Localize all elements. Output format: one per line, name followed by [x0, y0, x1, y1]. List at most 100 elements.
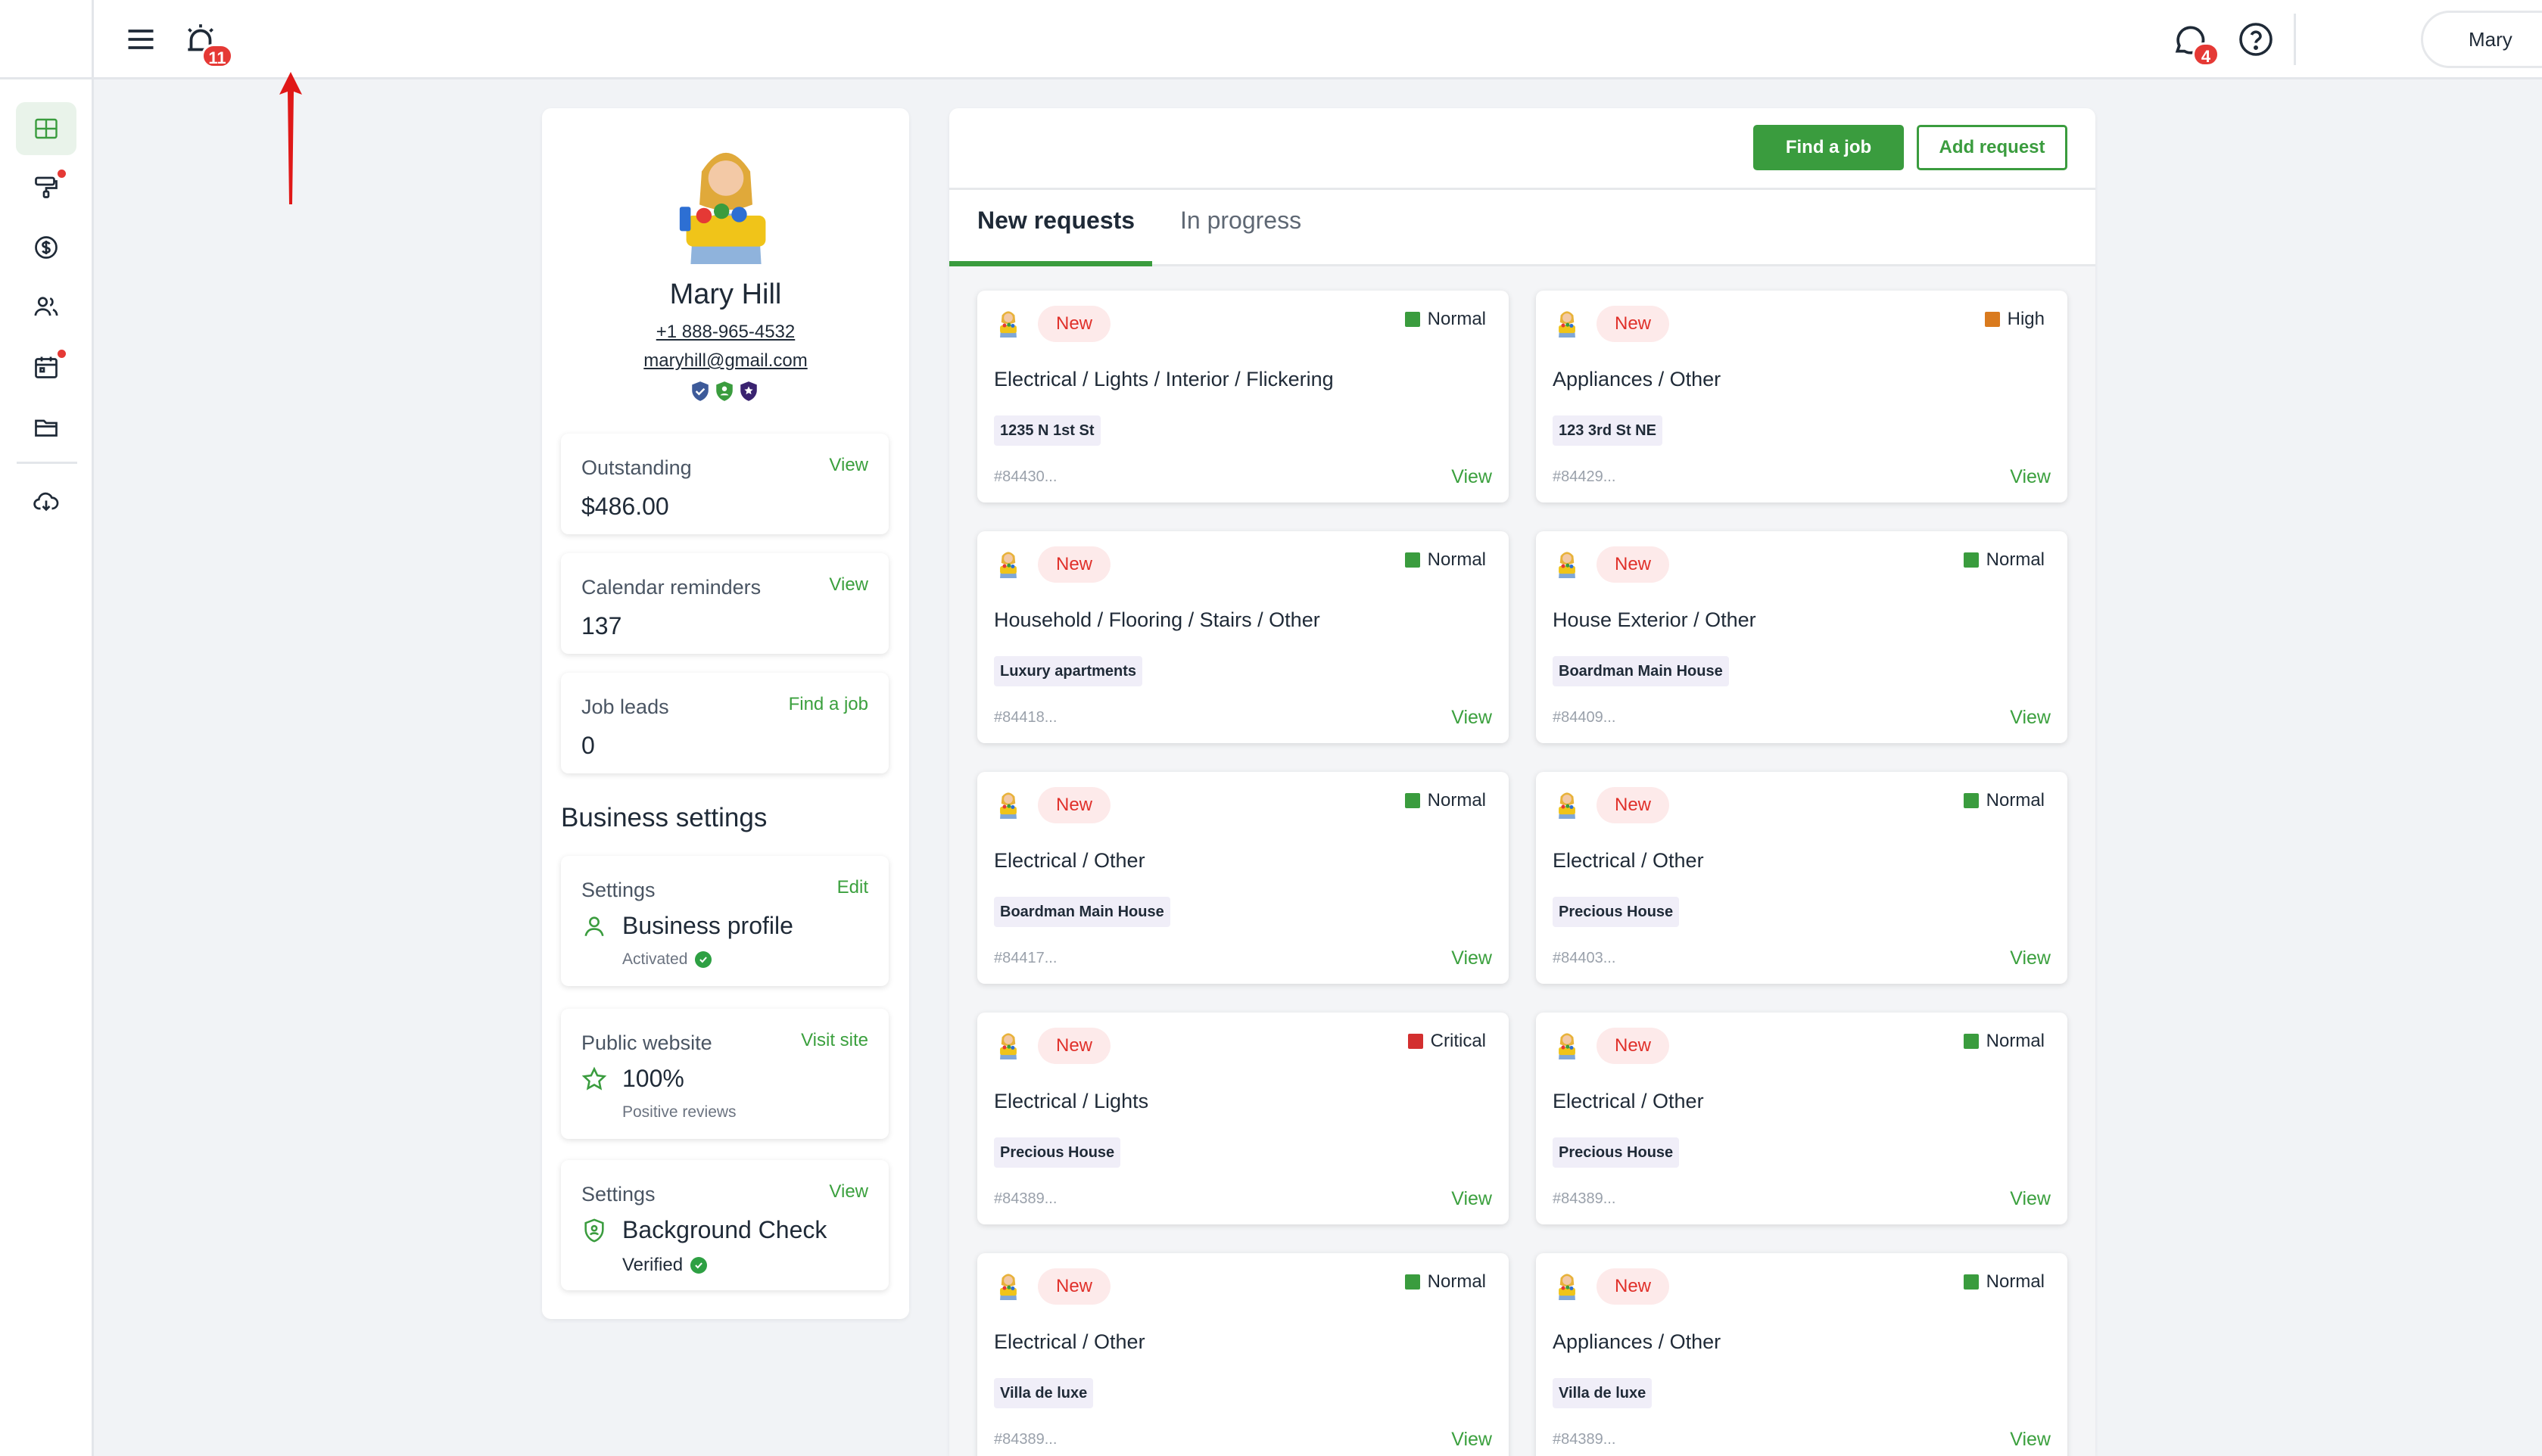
priority-label: Normal: [1404, 549, 1486, 571]
request-card[interactable]: New Critical Electrical / Lights Preciou…: [977, 1013, 1509, 1224]
setting-status-text: Activated: [622, 950, 688, 968]
view-request-link[interactable]: View: [1451, 947, 1492, 969]
public-website-card: Public website Visit site 100% Positive …: [561, 1009, 889, 1139]
outstanding-view-link[interactable]: View: [829, 455, 868, 475]
view-request-link[interactable]: View: [1451, 1429, 1492, 1450]
priority-text: Normal: [1986, 1031, 2045, 1051]
request-id: #84389...: [1553, 1431, 1616, 1448]
sidebar-item-jobs[interactable]: [16, 160, 76, 213]
priority-label: Normal: [1963, 1271, 2045, 1293]
star-icon: [581, 1066, 607, 1090]
sidebar-item-calendar[interactable]: [16, 341, 76, 394]
user-menu[interactable]: Mary: [2421, 11, 2542, 68]
background-view-link[interactable]: View: [829, 1181, 868, 1202]
request-card[interactable]: New Normal Household / Flooring / Stairs…: [977, 531, 1509, 743]
priority-label: Critical: [1407, 1031, 1486, 1052]
shield-icon: [584, 1218, 604, 1243]
stat-label: Outstanding: [581, 456, 692, 479]
sidebar-item-clients[interactable]: [16, 280, 76, 333]
shield-check-icon: [692, 381, 709, 401]
request-title: Electrical / Other: [994, 1330, 1145, 1353]
priority-color-square: [1984, 312, 2000, 327]
request-card[interactable]: New Normal Electrical / Other Villa de l…: [977, 1253, 1509, 1456]
edit-settings-link[interactable]: Edit: [836, 877, 868, 898]
priority-text: Normal: [1427, 790, 1486, 810]
dollar-circle-icon: [35, 236, 58, 259]
priority-text: Normal: [1986, 790, 2045, 810]
status-badge: New: [1038, 546, 1111, 583]
visit-site-link[interactable]: Visit site: [801, 1030, 868, 1050]
request-title: Appliances / Other: [1553, 368, 1721, 390]
request-card[interactable]: New High Appliances / Other 123 3rd St N…: [1536, 291, 2067, 502]
priority-text: High: [2007, 309, 2045, 329]
calendar-reminders-card: Calendar reminders View 137: [561, 553, 889, 654]
avatar: [992, 546, 1024, 578]
setting-status: Verified: [622, 1255, 708, 1276]
menu-icon[interactable]: [124, 23, 157, 56]
find-job-link[interactable]: Find a job: [788, 694, 868, 714]
priority-color-square: [1404, 793, 1420, 808]
priority-color-square: [1404, 1274, 1420, 1290]
request-card[interactable]: New Normal House Exterior / Other Boardm…: [1536, 531, 2067, 743]
request-card[interactable]: New Normal Electrical / Other Precious H…: [1536, 772, 2067, 984]
priority-text: Normal: [1986, 549, 2045, 570]
help-icon[interactable]: [2238, 21, 2274, 58]
avatar: [1551, 306, 1583, 338]
find-job-button[interactable]: Find a job: [1753, 125, 1904, 170]
status-badge: New: [1597, 306, 1670, 342]
tab-new-requests[interactable]: New requests: [977, 207, 1135, 234]
stat-value: 137: [581, 612, 622, 639]
sidebar-item-download[interactable]: [16, 475, 76, 528]
request-card[interactable]: New Normal Electrical / Lights / Interio…: [977, 291, 1509, 502]
profile-email-link[interactable]: maryhill@gmail.com: [643, 350, 808, 371]
profile-phone-link[interactable]: +1 888-965-4532: [656, 322, 796, 342]
users-icon: [34, 297, 58, 316]
chat-badge: 4: [2192, 42, 2220, 67]
view-request-link[interactable]: View: [2010, 947, 2051, 969]
location-tag: Precious House: [1553, 897, 1680, 927]
tab-in-progress[interactable]: In progress: [1180, 207, 1302, 234]
priority-color-square: [1963, 793, 1979, 808]
reminders-view-link[interactable]: View: [829, 574, 868, 595]
priority-label: High: [1984, 309, 2045, 330]
add-request-button[interactable]: Add request: [1917, 125, 2067, 170]
request-card[interactable]: New Normal Electrical / Other Boardman M…: [977, 772, 1509, 984]
location-tag: Boardman Main House: [1553, 656, 1729, 686]
request-id: #84409...: [1553, 709, 1616, 726]
view-request-link[interactable]: View: [2010, 466, 2051, 487]
background-check-card: Settings View Background Check Verified: [561, 1160, 889, 1290]
priority-label: Normal: [1963, 1031, 2045, 1052]
view-request-link[interactable]: View: [2010, 707, 2051, 728]
request-card[interactable]: New Normal Appliances / Other Villa de l…: [1536, 1253, 2067, 1456]
setting-status-text: Verified: [622, 1255, 684, 1275]
sidebar-item-payments[interactable]: [16, 221, 76, 274]
view-request-link[interactable]: View: [2010, 1429, 2051, 1450]
request-title: Electrical / Other: [1553, 849, 1704, 872]
sidebar-item-dashboard[interactable]: [16, 102, 76, 155]
status-badge: New: [1597, 1268, 1670, 1305]
view-request-link[interactable]: View: [1451, 1188, 1492, 1209]
priority-color-square: [1407, 1034, 1423, 1049]
view-request-link[interactable]: View: [1451, 466, 1492, 487]
messages-button[interactable]: 4: [2171, 21, 2224, 74]
view-request-link[interactable]: View: [2010, 1188, 2051, 1209]
sidebar-top: [0, 0, 92, 79]
sidebar-item-files[interactable]: [16, 401, 76, 454]
avatar: [992, 1268, 1024, 1300]
avatar: [1551, 787, 1583, 819]
request-card[interactable]: New Normal Electrical / Other Precious H…: [1536, 1013, 2067, 1224]
avatar: [1551, 546, 1583, 578]
request-id: #84429...: [1553, 468, 1616, 485]
sidebar-divider: [17, 462, 77, 464]
verification-badges: [690, 381, 759, 402]
request-id: #84430...: [994, 468, 1058, 485]
request-id: #84417...: [994, 950, 1058, 966]
request-title: House Exterior / Other: [1553, 608, 1756, 631]
alarm-button[interactable]: 11: [182, 21, 235, 74]
red-arrow-annotation: [279, 72, 302, 204]
active-tab-indicator: [949, 261, 1152, 266]
request-title: Electrical / Other: [994, 849, 1145, 872]
setting-status: Activated: [622, 950, 712, 969]
view-request-link[interactable]: View: [1451, 707, 1492, 728]
request-title: Electrical / Lights: [994, 1090, 1149, 1112]
